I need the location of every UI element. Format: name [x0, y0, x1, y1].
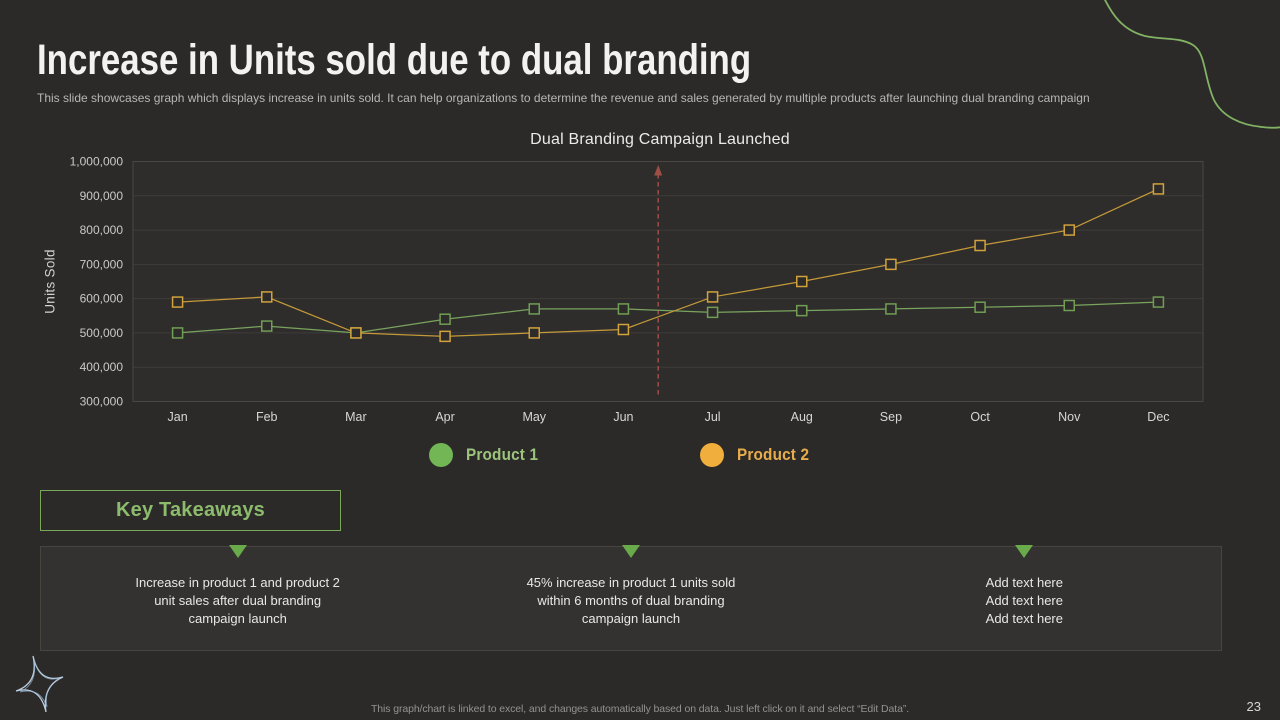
legend-item: Product 1 — [429, 443, 546, 467]
svg-text:300,000: 300,000 — [80, 395, 124, 409]
svg-text:1,000,000: 1,000,000 — [70, 155, 124, 169]
svg-text:May: May — [522, 410, 546, 424]
chart-legend: Product 1 Product 2 — [0, 443, 1280, 468]
page-title: Increase in Units sold due to dual brand… — [37, 36, 752, 84]
svg-text:Dec: Dec — [1147, 410, 1169, 424]
takeaway-text-line: campaign launch — [581, 611, 681, 626]
legend-item: Product 2 — [700, 443, 817, 467]
svg-text:700,000: 700,000 — [80, 257, 124, 271]
takeaway-text-line: Add text here — [985, 611, 1063, 626]
svg-text:Mar: Mar — [345, 410, 367, 424]
page-subtitle: This slide showcases graph which display… — [37, 91, 1090, 105]
takeaway-item: Add text here Add text here Add text here — [828, 545, 1221, 650]
takeaway-text-line: unit sales after dual branding — [154, 593, 322, 608]
svg-text:Jan: Jan — [168, 410, 188, 424]
page-number: 23 — [1246, 699, 1261, 714]
svg-text:900,000: 900,000 — [80, 189, 124, 203]
chart-title: Dual Branding Campaign Launched — [530, 131, 790, 148]
svg-text:Aug: Aug — [791, 410, 813, 424]
decorative-corner-curve — [1104, 0, 1280, 129]
takeaway-item: 45% increase in product 1 units sold with… — [434, 545, 827, 650]
svg-text:Nov: Nov — [1058, 410, 1081, 424]
svg-text:500,000: 500,000 — [80, 326, 124, 340]
key-takeaways-box: Key Takeaways — [40, 490, 341, 531]
svg-text:Sep: Sep — [880, 410, 902, 424]
takeaway-text-line: within 6 months of dual branding — [537, 593, 725, 608]
svg-text:Apr: Apr — [435, 410, 454, 424]
takeaway-text-line: campaign launch — [188, 611, 287, 626]
takeaway-text-line: 45% increase in product 1 units sold — [526, 575, 736, 590]
svg-text:800,000: 800,000 — [80, 223, 124, 237]
footer-note: This graph/chart is linked to excel, and… — [370, 703, 910, 715]
svg-text:Jul: Jul — [705, 410, 721, 424]
triangle-marker-icon — [621, 545, 640, 558]
triangle-marker-icon — [1015, 545, 1034, 558]
key-takeaways-heading: Key Takeaways — [116, 499, 265, 521]
svg-text:Feb: Feb — [256, 410, 278, 424]
legend-label: Product 1 — [466, 445, 539, 464]
takeaway-item: Increase in product 1 and product 2 unit … — [41, 545, 434, 650]
svg-text:Jun: Jun — [613, 410, 633, 424]
legend-swatch-icon — [429, 443, 453, 467]
sparkle-icon — [15, 655, 64, 713]
takeaway-text-line: Add text here — [985, 575, 1063, 590]
svg-text:Oct: Oct — [970, 410, 990, 424]
takeaway-text-line: Increase in product 1 and product 2 — [135, 575, 340, 590]
key-takeaways-panel: Increase in product 1 and product 2 unit … — [40, 545, 1222, 651]
takeaway-text-line: Add text here — [985, 593, 1063, 608]
svg-text:400,000: 400,000 — [80, 360, 124, 374]
legend-swatch-icon — [700, 443, 724, 467]
triangle-marker-icon — [228, 545, 247, 558]
legend-label: Product 2 — [737, 445, 810, 464]
svg-text:600,000: 600,000 — [80, 292, 124, 306]
